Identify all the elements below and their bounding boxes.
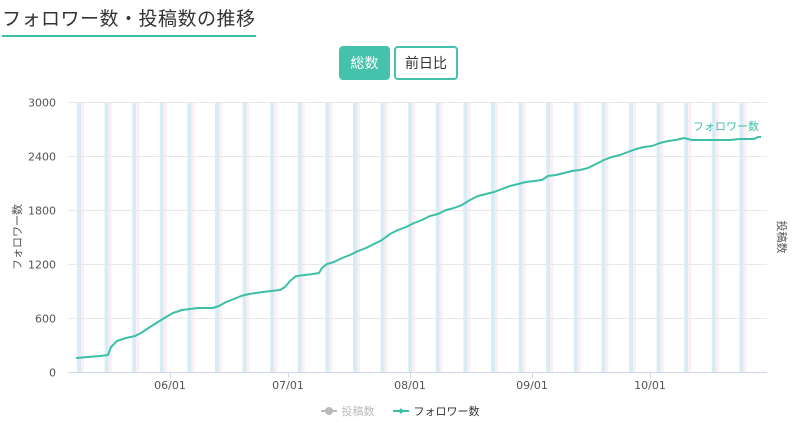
saturday-band	[242, 102, 247, 372]
chart-legend: 投稿数 フォロワー数	[0, 403, 800, 419]
saturday-band	[297, 102, 302, 372]
saturday-band	[739, 102, 744, 372]
sunday-band	[274, 102, 278, 372]
sunday-band	[357, 102, 360, 372]
x-tick-label: 09/01	[516, 379, 548, 392]
legend-posts[interactable]: 投稿数	[320, 403, 375, 419]
y-axis-ticks: 0 600 1200 1800 2400 3000	[28, 97, 56, 380]
sunday-band	[329, 102, 333, 372]
sunday-band	[660, 102, 664, 372]
saturday-band	[518, 102, 523, 372]
sunday-band	[81, 102, 84, 372]
y2-axis-label: 投稿数	[775, 221, 789, 254]
saturday-band	[159, 102, 164, 372]
saturday-band	[325, 102, 330, 372]
legend-posts-label: 投稿数	[341, 405, 375, 418]
y-tick-label: 2400	[28, 151, 56, 164]
saturday-band	[270, 102, 275, 372]
sunday-band	[136, 102, 140, 372]
sunday-band	[688, 102, 692, 372]
x-axis-ticks: 06/01 07/01 08/01 09/01 10/01	[154, 372, 666, 392]
saturday-band	[711, 102, 716, 372]
saturday-band	[380, 102, 385, 372]
x-tick-label: 10/01	[634, 379, 666, 392]
sunday-band	[577, 102, 581, 372]
saturday-band	[77, 102, 81, 372]
y-tick-label: 1200	[28, 259, 56, 272]
sunday-band	[743, 102, 747, 372]
sunday-band	[412, 102, 416, 372]
view-toggle: 総数 前日比	[339, 46, 458, 80]
saturday-band	[215, 102, 219, 372]
y-axis-label: フォロワー数	[11, 204, 24, 270]
sunday-band	[522, 102, 526, 372]
saturday-band	[104, 102, 109, 372]
series-end-label: フォロワー数	[693, 120, 759, 133]
saturday-band	[408, 102, 413, 372]
y-tick-label: 0	[49, 367, 56, 380]
sunday-band	[108, 102, 112, 372]
sunday-band	[605, 102, 609, 372]
legend-followers[interactable]: フォロワー数	[392, 403, 480, 419]
saturday-band	[435, 102, 440, 372]
y-tick-label: 1800	[28, 205, 56, 218]
y-tick-label: 3000	[28, 97, 56, 110]
sunday-band	[550, 102, 554, 372]
saturday-band	[187, 102, 192, 372]
sunday-band	[633, 102, 636, 372]
x-tick-label: 06/01	[154, 379, 186, 392]
legend-followers-label: フォロワー数	[413, 405, 480, 418]
grid-lines	[68, 102, 767, 319]
sunday-band	[467, 102, 471, 372]
saturday-band	[491, 102, 495, 372]
sunday-band	[191, 102, 195, 372]
weekend-bands	[77, 102, 747, 372]
saturday-band	[601, 102, 606, 372]
sunday-band	[219, 102, 222, 372]
follower-series-line	[75, 136, 761, 359]
sunday-band	[495, 102, 498, 372]
follower-chart: 0 600 1200 1800 2400 3000 06/01 07/01 08/01 09/0…	[11, 97, 789, 393]
daily-change-toggle-button[interactable]: 前日比	[394, 46, 458, 80]
legend-posts-marker-icon	[320, 407, 337, 415]
sunday-band	[163, 102, 167, 372]
saturday-band	[573, 102, 578, 372]
x-tick-label: 08/01	[394, 379, 426, 392]
y-tick-label: 600	[35, 313, 56, 326]
sunday-band	[715, 102, 719, 372]
saturday-band	[656, 102, 661, 372]
saturday-band	[546, 102, 551, 372]
sunday-band	[439, 102, 443, 372]
saturday-band	[463, 102, 468, 372]
sunday-band	[246, 102, 250, 372]
sunday-band	[301, 102, 305, 372]
saturday-band	[132, 102, 137, 372]
saturday-band	[629, 102, 633, 372]
saturday-band	[684, 102, 689, 372]
x-tick-label: 07/01	[272, 379, 304, 392]
page-title: フォロワー数・投稿数の推移	[2, 4, 256, 37]
total-toggle-button[interactable]: 総数	[339, 46, 390, 80]
saturday-band	[353, 102, 357, 372]
legend-followers-marker-icon	[392, 407, 409, 415]
